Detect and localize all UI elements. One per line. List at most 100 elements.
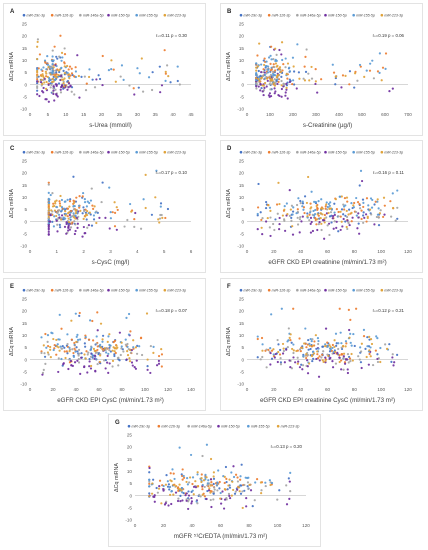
data-point: [206, 489, 209, 493]
legend-marker: [239, 288, 243, 292]
data-point: [267, 348, 270, 351]
data-point: [114, 80, 117, 83]
data-point: [359, 169, 363, 172]
legend-marker: [239, 13, 243, 17]
data-point: [212, 482, 215, 486]
data-point: [179, 500, 182, 503]
data-point: [49, 73, 52, 76]
data-point: [170, 490, 173, 493]
data-point: [133, 365, 136, 369]
data-point: [66, 342, 69, 346]
y-tick-label: 5: [241, 345, 244, 350]
data-point: [144, 206, 147, 210]
data-point: [291, 82, 294, 86]
data-point: [73, 347, 76, 350]
data-point: [50, 65, 53, 68]
legend-entry: miR-150-5p: [328, 289, 347, 293]
data-point: [125, 358, 128, 361]
data-point: [54, 200, 57, 203]
data-point: [85, 205, 88, 208]
data-point: [208, 487, 211, 490]
data-point: [337, 347, 340, 351]
data-point: [312, 357, 315, 360]
data-point: [113, 201, 116, 204]
data-point: [206, 482, 209, 485]
data-point: [333, 213, 336, 217]
data-point: [364, 347, 367, 350]
data-point: [384, 67, 387, 70]
data-point: [93, 86, 97, 89]
data-point: [67, 221, 71, 224]
y-tick-label: 20: [22, 34, 28, 39]
data-point: [278, 216, 281, 220]
legend-marker: [50, 13, 54, 17]
data-point: [283, 205, 286, 208]
y-axis-label: ΔCq miRNA: [9, 189, 15, 218]
data-point: [292, 206, 295, 209]
data-point: [55, 338, 58, 342]
data-point: [342, 344, 345, 348]
data-point: [318, 221, 321, 224]
data-point: [60, 51, 64, 55]
data-point: [88, 211, 91, 214]
correlation-annotation: rₛ=0.16 p = 0.11: [373, 170, 405, 175]
legend-marker: [22, 150, 26, 154]
data-point: [342, 203, 345, 206]
data-point: [328, 344, 331, 347]
data-point: [273, 356, 276, 359]
data-point: [103, 359, 106, 362]
data-point: [150, 88, 154, 92]
legend-marker: [352, 288, 355, 292]
data-point: [256, 335, 259, 338]
data-point: [218, 487, 221, 490]
data-point: [366, 215, 369, 218]
x-tick-label: 100: [274, 523, 282, 528]
data-point: [290, 219, 293, 222]
legend-entry: miR-146a-5p: [83, 151, 104, 155]
data-point: [333, 345, 336, 349]
data-point: [176, 79, 179, 83]
data-point: [51, 70, 55, 73]
data-point: [346, 200, 349, 203]
data-point: [259, 89, 262, 92]
y-tick-label: -5: [23, 231, 28, 236]
data-point: [285, 86, 288, 90]
data-point: [319, 217, 322, 220]
data-point: [40, 74, 43, 78]
y-tick-label: -10: [237, 107, 244, 112]
data-point: [62, 82, 65, 85]
data-point: [274, 218, 277, 221]
panel-letter: G: [115, 420, 120, 426]
data-point: [377, 216, 380, 219]
data-point: [200, 477, 203, 480]
data-point: [92, 218, 96, 221]
legend-marker: [380, 150, 384, 154]
data-point: [225, 477, 228, 480]
data-point: [168, 488, 171, 491]
x-tick-label: 45: [188, 112, 194, 117]
data-point: [378, 52, 381, 55]
data-point: [70, 90, 73, 93]
data-point: [78, 314, 81, 317]
data-point: [108, 333, 111, 336]
data-point: [300, 346, 304, 350]
data-point: [370, 342, 374, 346]
data-point: [90, 187, 93, 190]
y-tick-label: 25: [22, 22, 28, 27]
data-point: [115, 344, 118, 347]
data-point: [203, 485, 206, 489]
data-point: [179, 494, 182, 497]
data-point: [72, 201, 76, 204]
data-point: [47, 233, 50, 236]
data-point: [109, 211, 112, 214]
panel-letter: A: [10, 9, 15, 15]
x-axis-label: mGFR ⁵¹CrEDTA (ml/min/1.73 m²): [174, 533, 268, 540]
data-point: [308, 344, 312, 347]
data-point: [326, 341, 329, 344]
data-point: [60, 198, 64, 202]
data-point: [325, 212, 329, 215]
data-point: [396, 353, 399, 356]
legend-entry: miR-146a-5p: [83, 14, 104, 18]
data-point: [142, 198, 145, 201]
data-point: [190, 502, 193, 505]
